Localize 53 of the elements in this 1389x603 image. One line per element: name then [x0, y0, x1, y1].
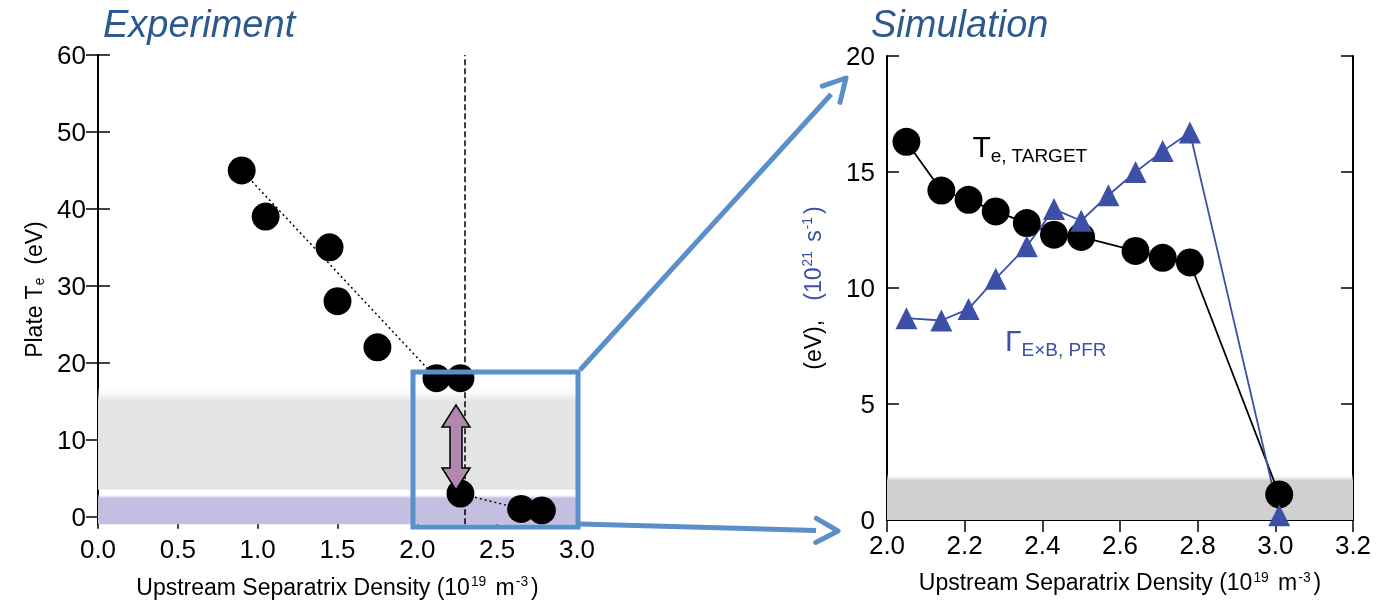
- x-tick-label: 1.0: [239, 534, 276, 565]
- x-tick-label: 2.2: [946, 530, 983, 560]
- point: [1124, 161, 1147, 183]
- point: [1121, 236, 1150, 265]
- y-tick-label: 40: [57, 193, 86, 224]
- point: [892, 127, 921, 156]
- point: [984, 267, 1007, 290]
- y-axis-title: (eV), (1021 s-1): [799, 206, 826, 370]
- y-axis-title: Plate Te (eV): [21, 221, 48, 358]
- y-tick-label: 30: [57, 270, 86, 301]
- y-tick-label: 60: [57, 40, 86, 70]
- x-tick-label: 0.5: [159, 534, 196, 565]
- y-tick-label: 10: [846, 273, 875, 303]
- point: [1268, 504, 1291, 527]
- point: [227, 156, 256, 185]
- point: [1097, 184, 1120, 207]
- point: [1151, 140, 1174, 163]
- point: [1040, 220, 1068, 249]
- point: [927, 176, 956, 205]
- point: [315, 233, 344, 262]
- point: [981, 197, 1010, 226]
- point: [1070, 209, 1093, 232]
- y-tick-label: 50: [57, 116, 86, 147]
- chart-title: Experiment: [103, 3, 297, 45]
- y-tick-label: 10: [57, 424, 86, 455]
- point: [1015, 235, 1038, 258]
- point: [957, 297, 980, 320]
- x-tick-label: 2.4: [1024, 530, 1061, 560]
- point: [251, 202, 280, 231]
- x-tick-label: 3.0: [558, 534, 596, 565]
- point: [1042, 198, 1065, 221]
- point: [363, 333, 392, 362]
- x-tick-label: 2.5: [479, 534, 516, 565]
- x-tick-label: 1.5: [319, 534, 356, 565]
- y-tick-label: 5: [860, 389, 875, 419]
- x-tick-label: 2.6: [1101, 530, 1139, 560]
- x-tick-label: 3.2: [1334, 530, 1372, 560]
- point: [1178, 121, 1201, 144]
- point: [323, 287, 352, 316]
- x-tick-label: 0.0: [79, 534, 117, 565]
- point: [930, 309, 953, 332]
- point: [1148, 243, 1177, 272]
- x-tick-label: 2.0: [399, 534, 436, 565]
- point: [1265, 480, 1294, 509]
- x-tick-label: 3.0: [1257, 530, 1294, 560]
- point: [895, 307, 918, 330]
- point: [1175, 248, 1204, 277]
- point: [954, 185, 983, 214]
- y-tick-label: 15: [846, 157, 875, 187]
- point: [1012, 209, 1041, 238]
- y-tick-label: 0: [71, 501, 86, 532]
- y-tick-label: 20: [57, 347, 86, 378]
- x-tick-label: 2.8: [1179, 530, 1216, 560]
